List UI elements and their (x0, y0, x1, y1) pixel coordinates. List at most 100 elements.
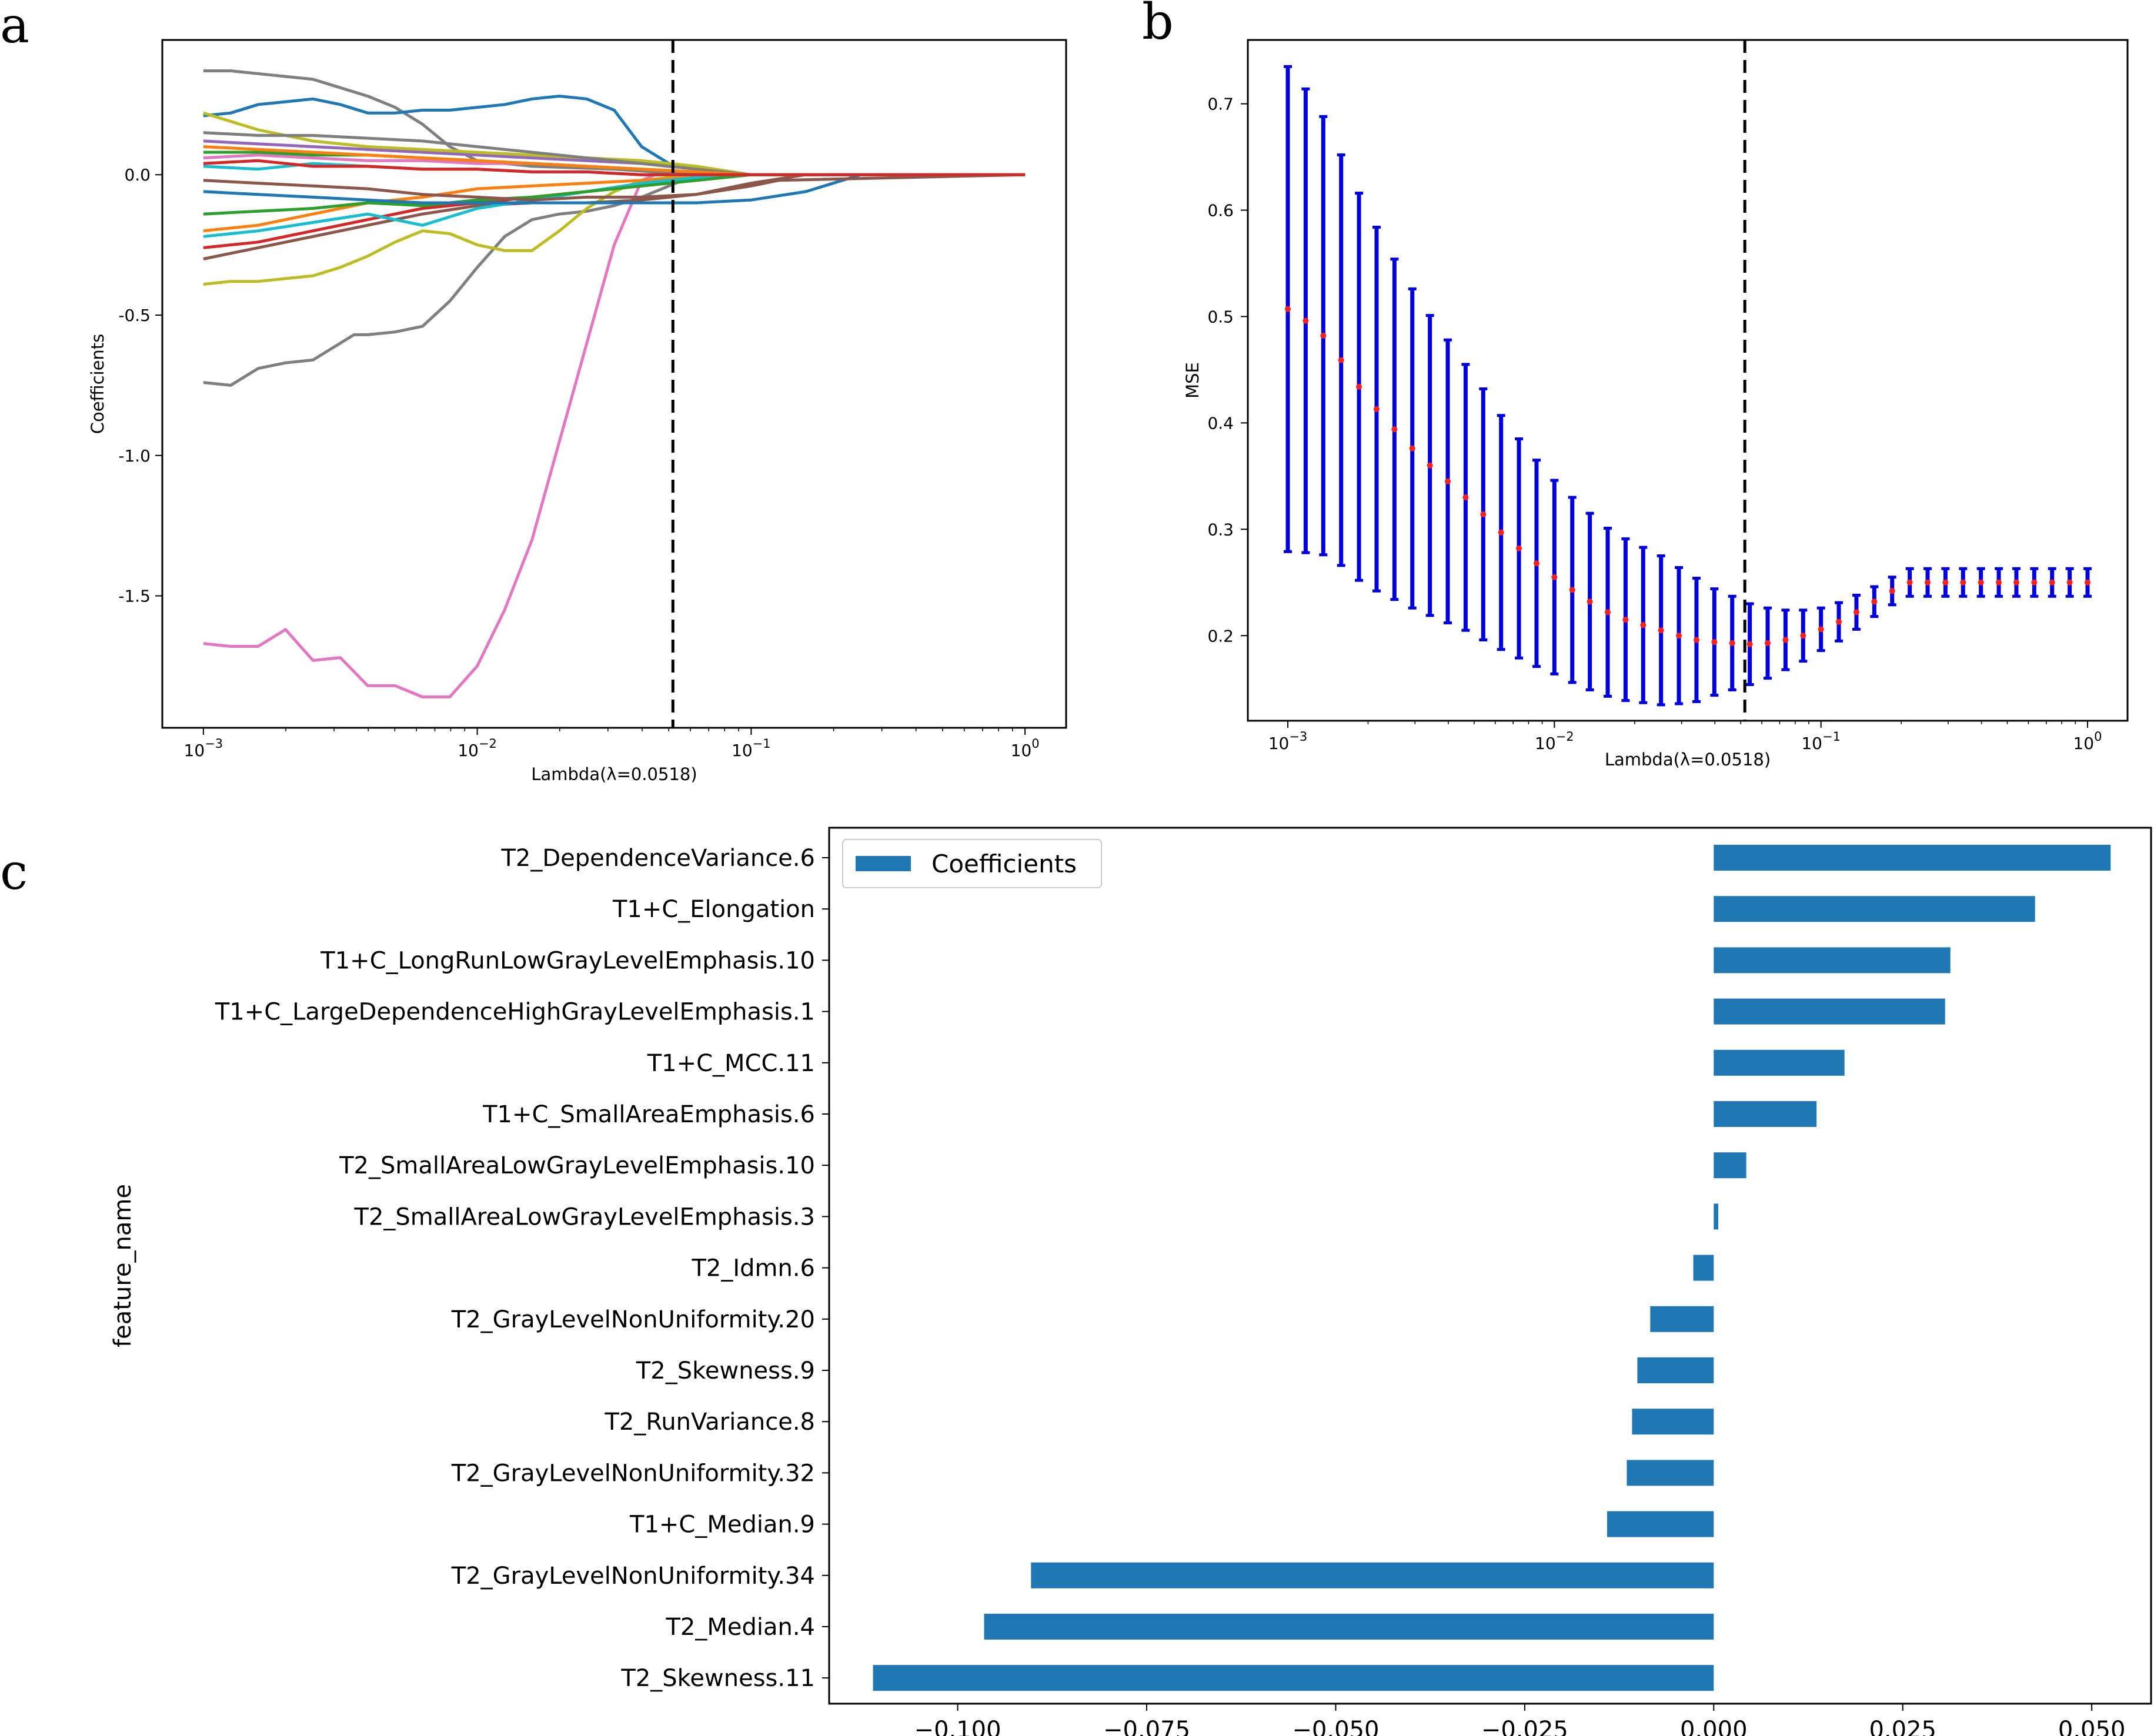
panel-label-b: b (1142, 0, 1174, 51)
axis-ticks-c: −0.100 −0.075 −0.050 −0.025 0.000 0.025 0.050 (914, 1704, 2126, 1736)
mse-mean-point (1978, 579, 1984, 586)
y-axis-label-b: MSE (1183, 362, 1203, 399)
coefficient-bar (873, 1665, 1714, 1691)
feature-name-label: T2_Skewness.9 (636, 1357, 815, 1384)
coefficient-bar (1714, 896, 2035, 922)
mse-mean-point (1729, 640, 1735, 646)
x-tick-label-c: −0.025 (1481, 1717, 1568, 1736)
plot-frame-a (161, 39, 1067, 729)
y-tick-label-b: 0.5 (1207, 307, 1234, 326)
coefficient-bar (984, 1614, 1714, 1640)
mse-mean-point (2066, 579, 2073, 586)
mse-mean-point (1533, 560, 1539, 567)
coefficient-path-chart: 0.0 -0.5 -1.0 -1.5 10−3 10−2 10−1 100 Lambda(λ=… (88, 39, 1067, 784)
coefficient-bar (1693, 1255, 1714, 1281)
mse-mean-point (1925, 579, 1931, 586)
x-axis-label-a: Lambda(λ=0.0518) (531, 764, 697, 784)
mse-mean-point (2085, 579, 2090, 586)
mse-mean-point (1303, 317, 1309, 324)
mse-mean-point (1285, 306, 1291, 312)
mse-mean-point (1871, 598, 1878, 605)
mse-mean-point (1409, 445, 1415, 451)
legend: Coefficients (842, 839, 1102, 888)
y-tick-label-b: 0.6 (1207, 201, 1234, 220)
coefficient-path-pink (203, 173, 1026, 698)
coefficient-bars (873, 845, 2111, 1691)
y-tick-label-a: 0.0 (124, 165, 151, 185)
coefficient-path-brown-b (203, 173, 1026, 202)
y-tick-label-b: 0.2 (1207, 626, 1234, 645)
feature-name-label: T1+C_Elongation (612, 896, 815, 923)
mse-mean-point (1640, 622, 1647, 628)
feature-name-label: T1+C_Median.9 (629, 1511, 815, 1538)
y-tick-label-a: -0.5 (118, 306, 151, 325)
y-tick-label-b: 0.4 (1207, 413, 1234, 433)
coefficient-bar (1714, 1203, 1718, 1230)
coefficient-path-gray-a (203, 173, 1026, 387)
feature-name-label: T2_Median.4 (665, 1614, 815, 1641)
coefficient-path-gray-c (203, 131, 1026, 176)
feature-name-label: T1+C_LongRunLowGrayLevelEmphasis.10 (320, 947, 815, 974)
feature-name-label: T2_SmallAreaLowGrayLevelEmphasis.10 (339, 1152, 815, 1179)
mse-mean-point (1800, 633, 1806, 639)
x-tick-label-c: 0.050 (2058, 1717, 2126, 1736)
feature-name-label: T2_RunVariance.8 (604, 1409, 815, 1436)
x-axis-label-b: Lambda(λ=0.0518) (1605, 750, 1771, 770)
mse-mean-point (1711, 639, 1718, 645)
x-tick-label-c: 0.025 (1869, 1717, 1936, 1736)
coefficient-bar (1627, 1460, 1714, 1486)
panel-label-c: c (0, 843, 28, 901)
mse-mean-point (1996, 579, 2002, 586)
mse-cross-validation-chart: 0.2 0.3 0.4 0.5 0.6 0.7 10−3 10−2 10−1 100 Lambda… (1183, 39, 2129, 770)
feature-name-label: T1+C_MCC.11 (647, 1050, 815, 1077)
feature-name-label: T1+C_LargeDependenceHighGrayLevelEmphasi… (215, 999, 815, 1026)
x-tick-label-b: 100 (2073, 730, 2102, 753)
feature-name-label: T2_Idmn.6 (691, 1255, 815, 1282)
x-tick-label-a: 100 (1011, 737, 1040, 760)
feature-name-labels: T2_DependenceVariance.6 T1+C_Elongation T1… (215, 845, 829, 1692)
mse-mean-point (1391, 426, 1398, 433)
y-tick-label-b: 0.3 (1207, 520, 1234, 539)
mse-mean-point (1836, 618, 1842, 625)
x-tick-label-a: 10−1 (732, 737, 771, 760)
mse-mean-point (1462, 494, 1469, 501)
feature-name-label: T2_Skewness.11 (620, 1665, 815, 1692)
x-tick-label-a: 10−3 (184, 737, 223, 760)
coefficient-path-blue-b (203, 173, 1026, 205)
x-tick-label-c: −0.050 (1292, 1717, 1379, 1736)
mse-mean-point (2049, 579, 2055, 586)
plot-frame-c (828, 827, 2152, 1705)
mse-mean-point (2013, 579, 2019, 586)
mse-mean-point (1516, 545, 1522, 551)
feature-name-label: T1+C_SmallAreaEmphasis.6 (482, 1101, 815, 1128)
coefficient-bar (1714, 947, 1951, 974)
coefficient-path-orange-b (203, 145, 1026, 176)
mse-mean-point (1765, 640, 1771, 646)
mse-mean-point (1373, 406, 1380, 412)
mse-mean-point (1320, 333, 1327, 339)
mse-mean-point (1906, 579, 1913, 586)
axis-ticks-a: 0.0 -0.5 -1.0 -1.5 10−3 10−2 10−1 100 (118, 165, 1039, 760)
legend-swatch (856, 856, 911, 871)
coefficient-bar (1714, 998, 1945, 1025)
legend-label: Coefficients (931, 849, 1077, 878)
mse-mean-point (1818, 626, 1824, 633)
coefficient-bar (1632, 1409, 1714, 1435)
x-tick-label-c: −0.075 (1103, 1717, 1190, 1736)
coefficient-path-red-b (203, 159, 1026, 176)
mse-mean-point (1658, 627, 1664, 634)
mse-mean-point (1693, 637, 1699, 643)
x-tick-label-b: 10−3 (1268, 730, 1308, 753)
mse-mean-point (1551, 574, 1558, 580)
feature-name-label: T2_GrayLevelNonUniformity.20 (451, 1306, 815, 1333)
mse-mean-point (1960, 579, 1966, 586)
coefficient-path-olive (203, 173, 1026, 286)
feature-name-label: T2_GrayLevelNonUniformity.32 (451, 1460, 815, 1487)
mse-mean-point (1942, 579, 1949, 586)
mse-mean-point (1889, 588, 1895, 594)
coefficient-bar (1031, 1562, 1714, 1588)
mse-mean-points (1285, 306, 2090, 647)
coefficient-bar (1714, 1152, 1746, 1179)
feature-name-label: T2_SmallAreaLowGrayLevelEmphasis.3 (354, 1203, 815, 1230)
